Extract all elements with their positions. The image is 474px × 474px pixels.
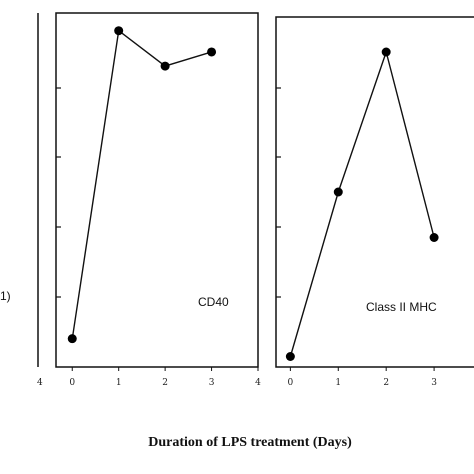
- panel-cd40-series-line: [71, 29, 212, 339]
- panel-cd40-points: [67, 26, 217, 344]
- panel-class-ii-mhc-series-label: Class II MHC: [366, 300, 437, 314]
- panel-class-ii-mhc-x-ticks: [289, 367, 435, 371]
- right-x-tick-label-2: 2: [383, 378, 389, 388]
- panel-class-ii-mhc-points: [285, 47, 439, 361]
- panel-cd40-x-ticks: [71, 367, 259, 371]
- right-x-tick-label-1: 1: [335, 378, 341, 388]
- right-point-3: [429, 233, 439, 242]
- right-x-tick-label-3: 3: [431, 378, 437, 388]
- mid-x-tick-label-0: 0: [69, 378, 75, 388]
- mid-point-1: [114, 26, 124, 36]
- panel-class-ii-mhc-series-line: [289, 49, 435, 357]
- mid-point-2: [160, 61, 170, 71]
- panel-class-ii-mhc-y-ticks: [276, 87, 281, 298]
- panel-left: 1) 4: [0, 13, 43, 388]
- mid-x-tick-label-4: 4: [255, 378, 261, 388]
- panel-cd40-frame: [55, 12, 259, 368]
- mid-point-0: [67, 334, 77, 344]
- mid-point-3: [207, 47, 217, 57]
- right-point-0: [285, 352, 295, 361]
- panel-class-ii-mhc-x-tick-labels: 0 1 2 3: [288, 378, 438, 388]
- mid-x-tick-label-1: 1: [116, 378, 122, 388]
- panel-class-ii-mhc-frame: [275, 16, 474, 368]
- x-axis-label: Duration of LPS treatment (Days): [148, 435, 352, 450]
- panel-left-series-label: 1): [0, 289, 11, 303]
- mid-x-tick-label-2: 2: [162, 378, 168, 388]
- panel-cd40-y-ticks: [56, 87, 61, 298]
- right-point-2: [381, 47, 391, 57]
- right-x-tick-label-0: 0: [288, 378, 294, 388]
- panel-cd40-series-label: CD40: [198, 295, 229, 309]
- panel-left-x-tick-label: 4: [37, 378, 43, 388]
- right-point-1: [333, 187, 343, 197]
- panel-cd40-x-tick-labels: 0 1 2 3 4: [69, 378, 261, 388]
- panel-class-ii-mhc: 0 1 2 3 Class II MHC: [275, 16, 474, 388]
- panel-cd40: 0 1 2 3 4 CD40: [55, 12, 261, 388]
- mid-x-tick-label-3: 3: [209, 378, 215, 388]
